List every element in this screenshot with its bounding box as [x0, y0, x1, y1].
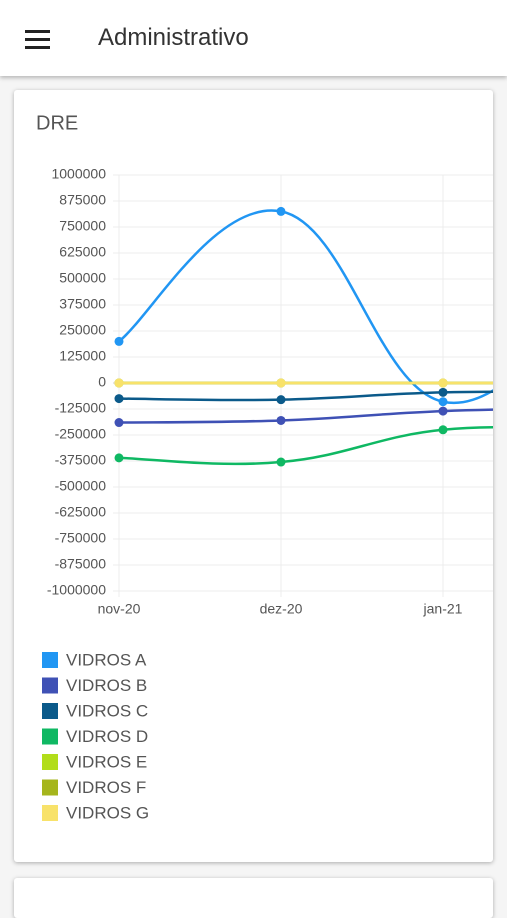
next-card	[14, 878, 493, 918]
chart-card: DRE 1000000 875000 750000 625000 500000 37500…	[14, 90, 493, 862]
chart-title: DRE	[36, 112, 78, 134]
y-tick-label: -750000	[55, 530, 107, 546]
y-tick-label: -500000	[55, 478, 107, 494]
y-tick-label: -1000000	[47, 582, 106, 598]
point	[276, 415, 286, 425]
y-tick-label: 1000000	[51, 166, 106, 182]
legend-label: VIDROS D	[66, 727, 148, 746]
legend-swatch	[42, 677, 58, 694]
app-title: Administrativo	[98, 24, 249, 51]
y-tick-label: -375000	[55, 452, 107, 468]
x-tick-label: nov-20	[98, 601, 141, 617]
series-line	[118, 209, 493, 405]
y-tick-label: 875000	[59, 192, 106, 208]
series-line	[118, 426, 493, 466]
point	[438, 397, 448, 407]
y-tick-label: 375000	[59, 296, 106, 312]
legend-swatch	[42, 754, 58, 770]
y-tick-label: -625000	[55, 504, 107, 520]
point	[276, 395, 286, 405]
y-tick-label: 0	[98, 374, 106, 390]
series-line	[118, 408, 493, 424]
series-line	[118, 390, 493, 402]
point	[276, 457, 286, 467]
point	[276, 206, 286, 216]
y-tick-label: 750000	[59, 218, 106, 234]
legend-label: VIDROS C	[66, 701, 148, 720]
legend-label: VIDROS G	[66, 803, 149, 822]
point	[438, 387, 448, 397]
point	[438, 406, 448, 416]
legend-swatch	[42, 703, 58, 719]
point	[114, 394, 124, 404]
y-tick-label: 500000	[59, 270, 106, 286]
legend-label: VIDROS B	[66, 676, 147, 695]
point	[114, 453, 124, 463]
point	[438, 378, 448, 388]
menu-button[interactable]	[25, 28, 53, 52]
x-tick-label: dez-20	[260, 601, 303, 617]
y-tick-label: -125000	[55, 400, 107, 416]
x-tick-label: jan-21	[423, 601, 463, 617]
app-bar: Administrativo	[0, 0, 507, 76]
point	[438, 425, 448, 435]
y-tick-label: 125000	[59, 348, 106, 364]
chart: DRE 1000000 875000 750000 625000 500000 37500…	[36, 112, 493, 822]
point	[114, 336, 124, 346]
point	[114, 378, 124, 388]
legend-label: VIDROS A	[66, 650, 147, 669]
legend-swatch	[42, 652, 58, 668]
point	[114, 418, 124, 428]
y-tick-label: -875000	[55, 556, 107, 572]
legend-swatch	[42, 779, 58, 796]
legend-label: VIDROS E	[66, 752, 147, 771]
legend-swatch	[42, 728, 58, 745]
legend-swatch	[42, 805, 58, 821]
legend-label: VIDROS F	[66, 778, 146, 797]
point	[276, 378, 286, 388]
y-tick-label: -250000	[55, 426, 107, 442]
y-tick-label: 250000	[59, 322, 106, 338]
y-tick-label: 625000	[59, 244, 106, 260]
